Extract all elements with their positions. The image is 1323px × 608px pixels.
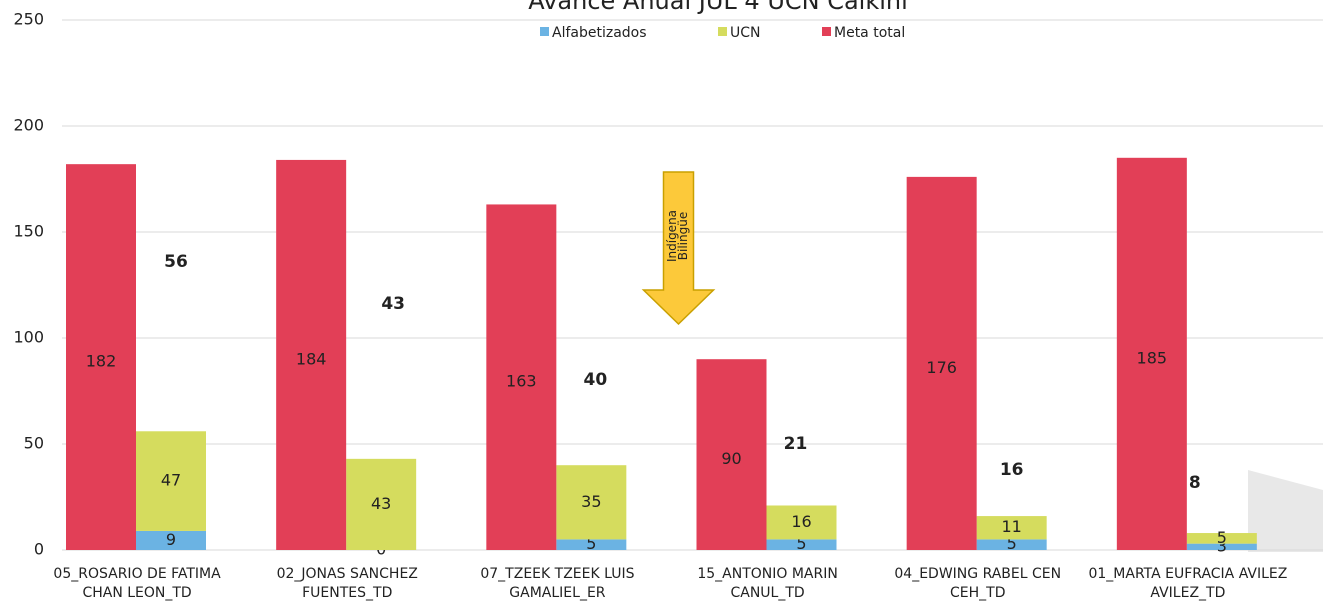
total-label: 43 xyxy=(381,294,405,314)
bar xyxy=(66,164,136,550)
data-label: 47 xyxy=(161,471,181,490)
data-label: 5 xyxy=(796,534,806,553)
x-tick-label: 01_MARTA EUFRACIA AVILEZ AVILEZ_TD xyxy=(1088,566,1287,601)
y-tick-label: 200 xyxy=(13,116,44,135)
x-tick-line: CHAN LEON_TD xyxy=(82,585,191,601)
annotation-text: Indígena xyxy=(665,210,679,262)
x-tick-line: CEH_TD xyxy=(950,585,1005,601)
y-tick-label: 150 xyxy=(13,222,44,241)
legend-swatch xyxy=(822,27,831,36)
chart-title: Avance Anual JUL 4 UCN Calkini xyxy=(528,0,908,15)
data-label: 16 xyxy=(791,512,811,531)
data-label: 182 xyxy=(86,352,117,371)
bar xyxy=(1186,543,1257,550)
bar xyxy=(1186,533,1257,544)
bar xyxy=(976,516,1047,540)
data-label: 5 xyxy=(586,534,596,553)
bar xyxy=(136,530,206,550)
data-label: 3 xyxy=(1217,536,1227,555)
annotation-text: Bilingüe xyxy=(676,212,690,260)
bar xyxy=(556,539,627,550)
total-label: 40 xyxy=(583,370,607,390)
data-label: 90 xyxy=(721,449,741,468)
x-tick-line: 01_MARTA EUFRACIA AVILEZ xyxy=(1088,566,1287,582)
total-label: 21 xyxy=(784,434,808,454)
x-tick-line: CANUL_TD xyxy=(730,585,804,601)
decor xyxy=(1248,470,1323,552)
x-tick-line: GAMALIEL_ER xyxy=(509,585,606,601)
data-label: 5 xyxy=(1007,534,1017,553)
y-tick-label: 250 xyxy=(13,10,44,29)
bar xyxy=(556,465,627,540)
x-tick-label: 15_ANTONIO MARIN CANUL_TD xyxy=(697,566,838,601)
x-tick-label: 02_JONAS SANCHEZ FUENTES_TD xyxy=(277,566,418,601)
legend-swatch xyxy=(540,27,549,36)
x-tick-label: 04_EDWING RABEL CEN CEH_TD xyxy=(894,566,1061,601)
bar xyxy=(346,458,417,550)
legend-swatch xyxy=(718,27,727,36)
x-tick-line: 15_ANTONIO MARIN xyxy=(697,566,838,582)
legend-label: UCN xyxy=(730,25,761,41)
bar xyxy=(906,176,977,550)
legend-label: Alfabetizados xyxy=(552,25,647,41)
bar xyxy=(976,539,1047,550)
data-label: 185 xyxy=(1137,348,1168,367)
data-label: 5 xyxy=(1217,528,1227,547)
data-label: 35 xyxy=(581,492,601,511)
total-label: 8 xyxy=(1189,473,1201,493)
data-label: 11 xyxy=(1001,517,1021,536)
data-label: 176 xyxy=(926,358,957,377)
x-tick-line: 02_JONAS SANCHEZ xyxy=(277,566,418,582)
bar xyxy=(766,539,837,550)
y-tick-label: 50 xyxy=(24,434,44,453)
total-label: 16 xyxy=(1000,460,1024,480)
data-label: 43 xyxy=(371,494,391,513)
x-tick-line: 07_TZEEK TZEEK LUIS xyxy=(480,566,634,582)
bar xyxy=(486,204,557,550)
bar xyxy=(766,505,837,540)
data-label: 9 xyxy=(166,530,176,549)
legend-label: Meta total xyxy=(834,25,905,41)
bar xyxy=(136,431,206,531)
bar xyxy=(1116,157,1187,551)
total-label: 56 xyxy=(164,252,188,272)
x-tick-line: 05_ROSARIO DE FATIMA xyxy=(53,566,221,582)
x-tick-line: FUENTES_TD xyxy=(302,585,392,601)
data-label: 184 xyxy=(296,349,327,368)
bar xyxy=(276,159,347,551)
data-label: 163 xyxy=(506,372,537,391)
bar xyxy=(696,359,767,550)
x-tick-label: 07_TZEEK TZEEK LUIS GAMALIEL_ER xyxy=(480,566,634,601)
y-tick-label: 100 xyxy=(13,328,44,347)
y-tick-label: 0 xyxy=(34,540,44,559)
x-tick-label: 05_ROSARIO DE FATIMA CHAN LEON_TD xyxy=(53,566,221,601)
x-tick-line: AVILEZ_TD xyxy=(1150,585,1225,601)
x-tick-line: 04_EDWING RABEL CEN xyxy=(894,566,1061,582)
annotation-arrow xyxy=(641,171,716,326)
